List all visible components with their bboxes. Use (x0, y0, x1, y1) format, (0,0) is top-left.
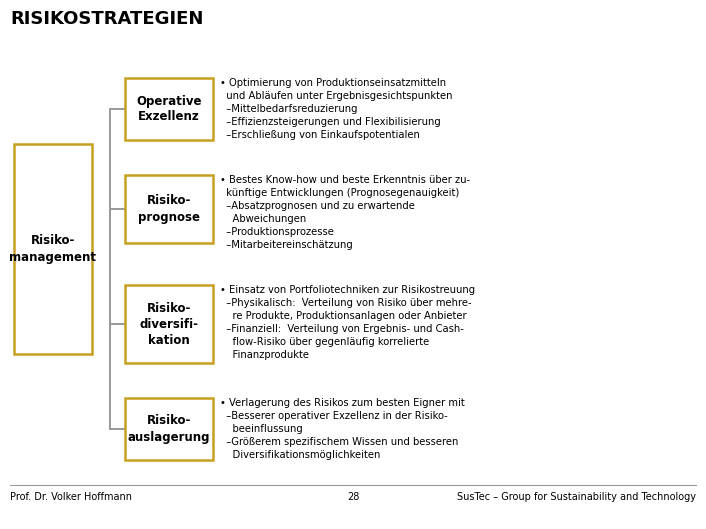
Text: Operative
Exzellenz: Operative Exzellenz (136, 95, 202, 123)
Text: • Einsatz von Portfoliotechniken zur Risikostreuung
  –Physikalisch:  Verteilung: • Einsatz von Portfoliotechniken zur Ris… (220, 285, 475, 360)
FancyBboxPatch shape (14, 144, 92, 354)
Text: • Optimierung von Produktionseinsatzmitteln
  und Abläufen unter Ergebnisgesicht: • Optimierung von Produktionseinsatzmitt… (220, 78, 453, 140)
Text: Risiko-
diversifi-
kation: Risiko- diversifi- kation (140, 302, 198, 346)
Text: Risiko-
auslagerung: Risiko- auslagerung (128, 415, 210, 443)
FancyBboxPatch shape (125, 285, 213, 363)
Text: • Bestes Know-how und beste Erkenntnis über zu-
  künftige Entwicklungen (Progno: • Bestes Know-how und beste Erkenntnis ü… (220, 175, 470, 250)
FancyBboxPatch shape (125, 175, 213, 243)
Text: SusTec – Group for Sustainability and Technology: SusTec – Group for Sustainability and Te… (457, 492, 696, 502)
FancyBboxPatch shape (125, 78, 213, 140)
Text: Prof. Dr. Volker Hoffmann: Prof. Dr. Volker Hoffmann (10, 492, 132, 502)
Text: Risiko-
prognose: Risiko- prognose (138, 195, 200, 223)
FancyBboxPatch shape (125, 398, 213, 460)
Text: Risiko-
management: Risiko- management (9, 234, 97, 263)
Text: • Verlagerung des Risikos zum besten Eigner mit
  –Besserer operativer Exzellenz: • Verlagerung des Risikos zum besten Eig… (220, 398, 465, 460)
Text: 28: 28 (347, 492, 359, 502)
Text: RISIKOSTRATEGIEN: RISIKOSTRATEGIEN (10, 10, 203, 28)
